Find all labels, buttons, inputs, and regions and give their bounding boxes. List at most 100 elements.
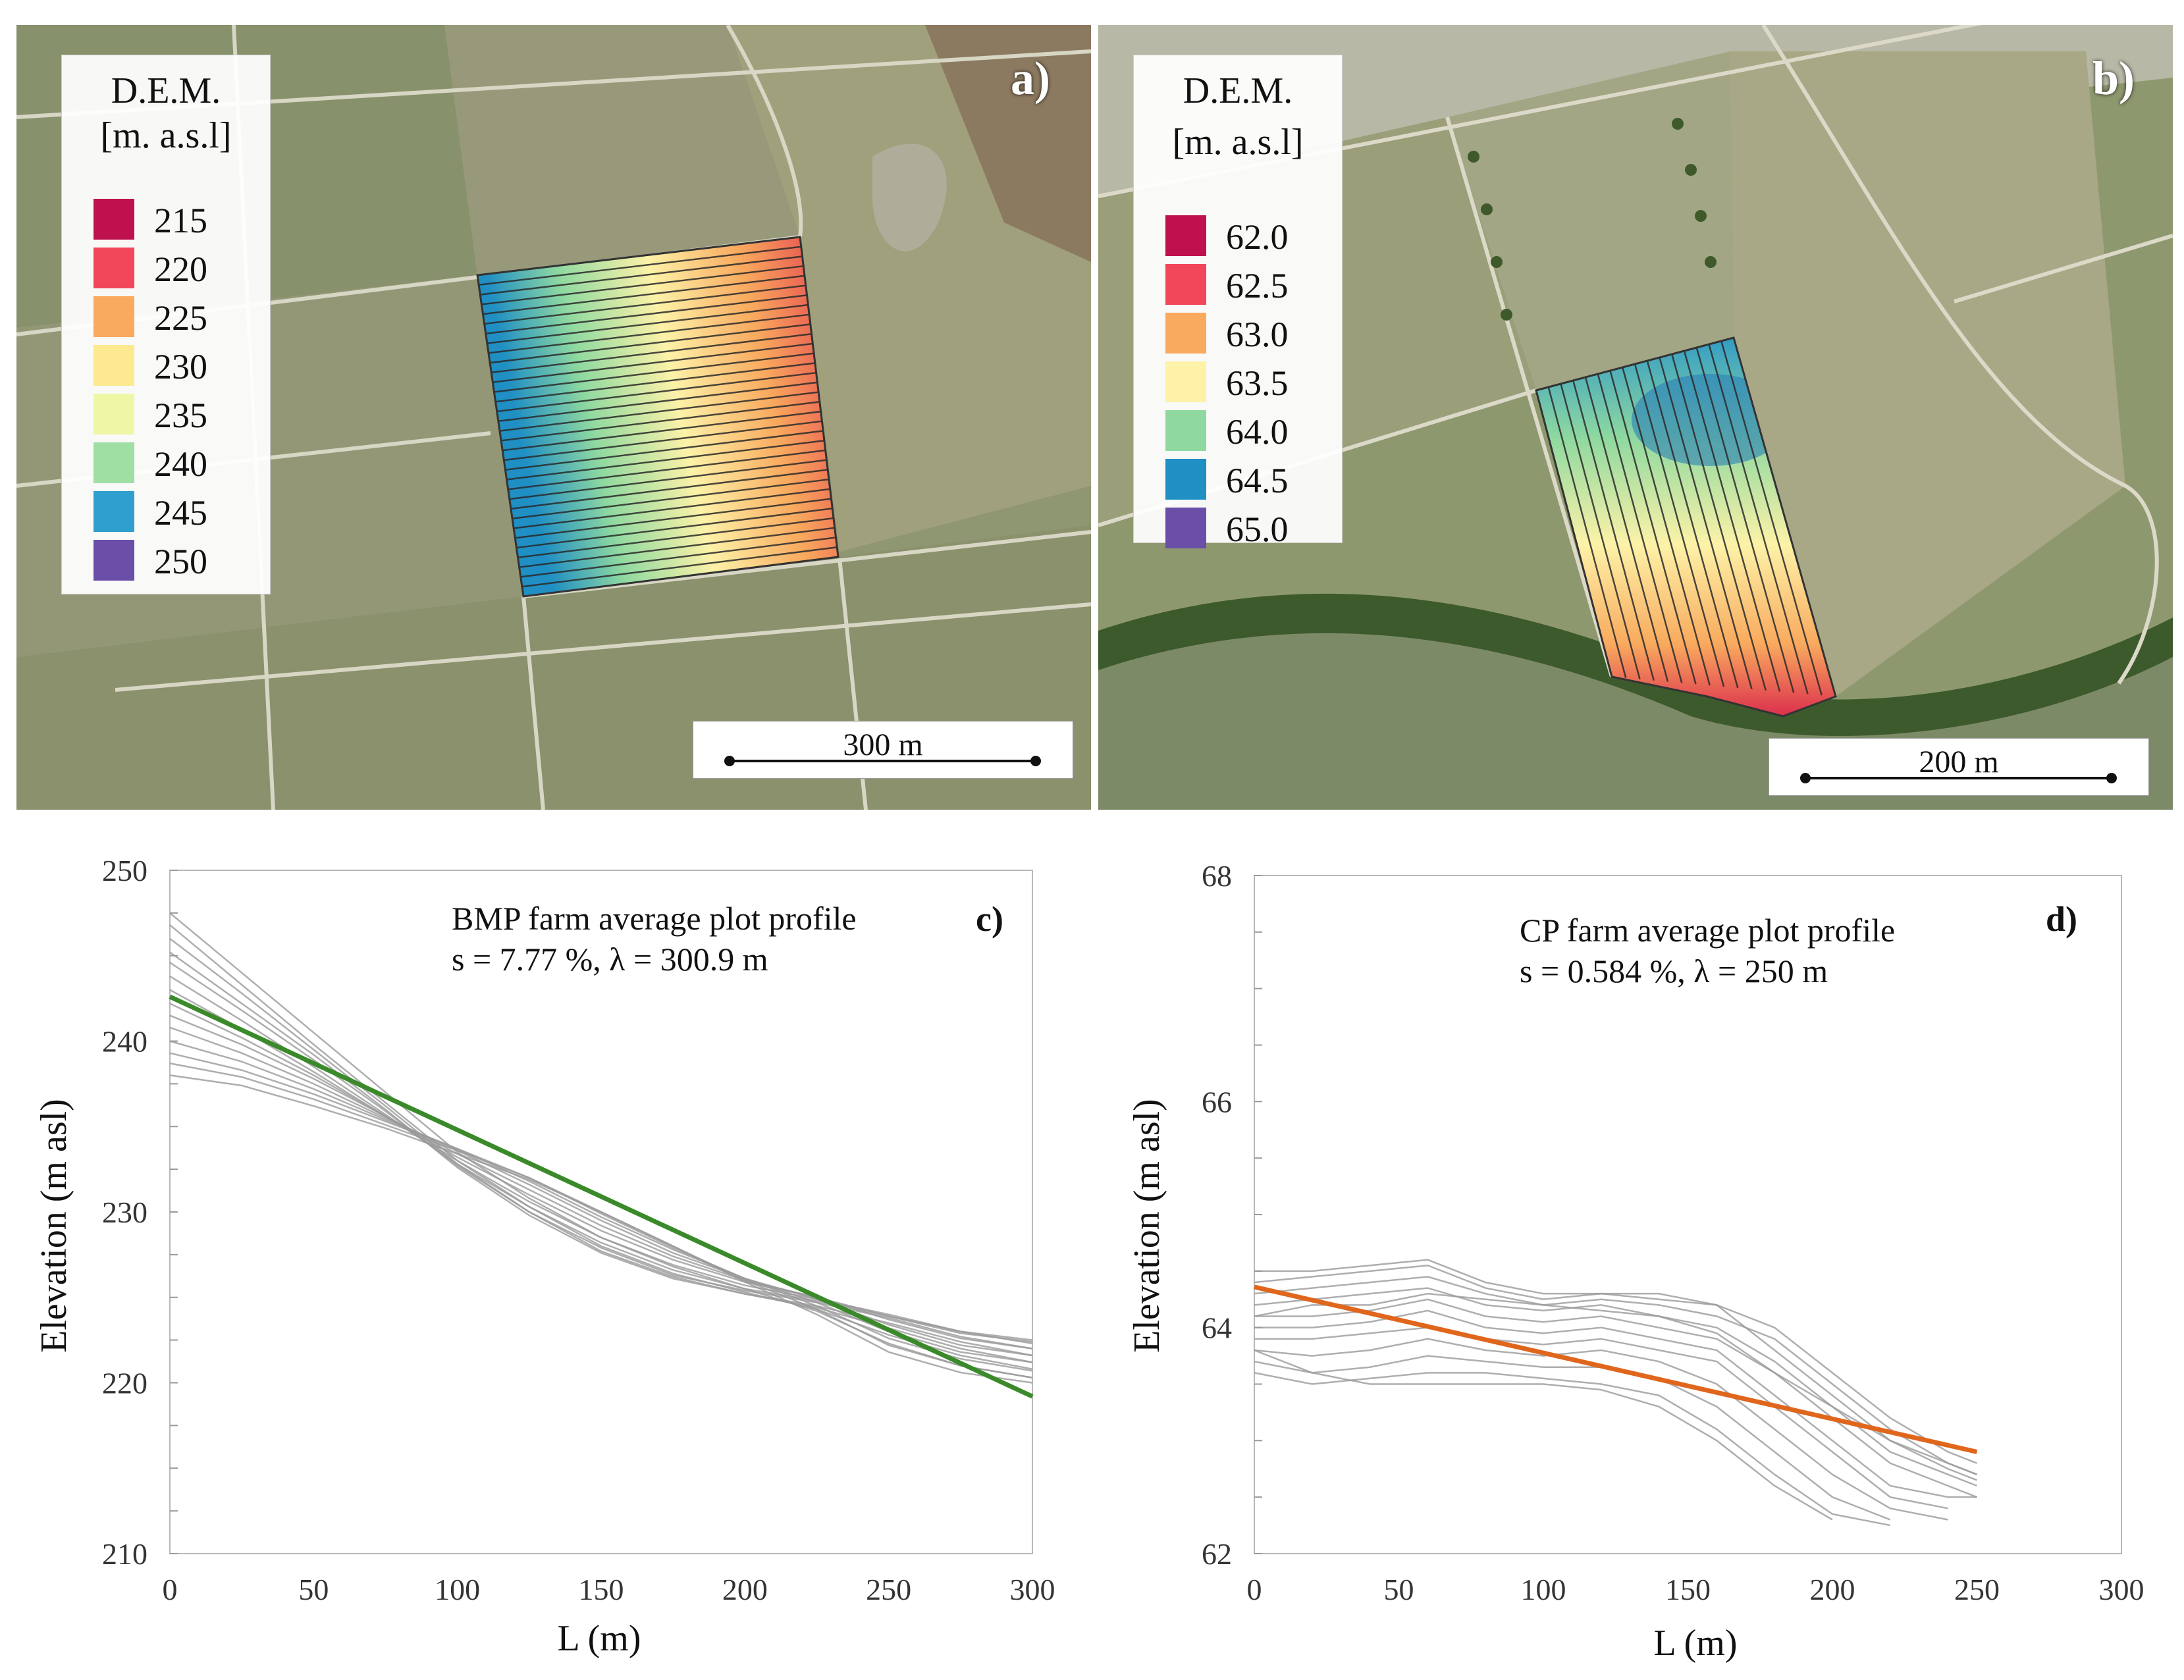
legend-label: 240: [154, 444, 207, 484]
plot-area: [1254, 875, 2122, 1554]
x-tick-label: 200: [1810, 1573, 1855, 1606]
profile-line: [169, 1026, 1033, 1357]
chart-c: 0 50 100 150 200 250 300 210 220 230 240 250 BMP fa…: [34, 854, 1055, 1659]
legend-units-b: [m. a.s.l]: [1172, 122, 1304, 163]
profile-line: [1254, 1298, 1977, 1498]
chart-c-letter: c): [976, 899, 1003, 939]
map-panel-b: D.E.M. [m. a.s.l] 62.0 62.5 63.0 63.5 64…: [1098, 25, 2173, 810]
x-tick-label: 50: [1384, 1573, 1414, 1606]
legend-label: 215: [154, 201, 207, 240]
legend-label: 65.0: [1226, 510, 1289, 549]
legend-swatch: [93, 296, 134, 337]
legend-swatch: [1165, 410, 1206, 451]
dem-legend-a: D.E.M. [m. a.s.l] 215 220 225 230 235 24…: [61, 55, 271, 594]
x-tick-label: 300: [1010, 1573, 1055, 1606]
legend-label: 245: [154, 493, 207, 533]
legend-swatch: [93, 394, 134, 434]
y-tick-label: 230: [102, 1195, 147, 1229]
profile-line: [1254, 1287, 1977, 1487]
profile-line: [1254, 1338, 1948, 1521]
scale-bar-b: 200 m: [1769, 738, 2149, 796]
legend-label: 230: [154, 347, 207, 386]
legend-label: 64.0: [1226, 412, 1289, 452]
profile-line: [169, 1052, 1033, 1372]
x-tick-label: 100: [435, 1573, 480, 1606]
legend-swatch: [1165, 264, 1206, 305]
legend-label: 62.0: [1226, 217, 1289, 257]
x-tick-label: 0: [163, 1573, 178, 1606]
legend-swatch: [1165, 313, 1206, 354]
legend-label: 62.5: [1226, 266, 1289, 305]
profile-line: [169, 989, 1033, 1341]
profile-line: [1254, 1276, 1977, 1475]
chart-c-axes: [169, 870, 1033, 1554]
profile-line: [1254, 1326, 1948, 1509]
scale-bar-a: 300 m: [693, 721, 1073, 779]
profile-line: [1254, 1309, 1977, 1498]
y-tick-label: 68: [1202, 859, 1232, 893]
y-tick-label: 220: [102, 1367, 147, 1400]
legend-swatch: [1165, 361, 1206, 402]
profile-line: [169, 924, 1033, 1370]
legend-swatch: [1165, 459, 1206, 500]
legend-label: 220: [154, 249, 207, 289]
chart-d: 0 50 100 150 200 250 300 62 64 66 68 CP farm avera…: [1127, 859, 2144, 1664]
legend-label: 225: [154, 298, 207, 338]
profile-line: [1254, 1349, 1833, 1521]
y-tick-label: 240: [102, 1025, 147, 1059]
legend-title-a: D.E.M.: [111, 70, 221, 111]
x-tick-label: 250: [866, 1573, 911, 1606]
chart-d-letter: d): [2046, 899, 2077, 939]
profile-line: [1254, 1372, 1891, 1527]
chart-c-ylabel: Elevation (m asl): [34, 1099, 74, 1353]
legend-swatch: [93, 491, 134, 532]
legend-swatch: [1165, 215, 1206, 256]
profile-line: [169, 962, 1033, 1350]
profile-line: [169, 1074, 1033, 1384]
profile-line: [1254, 1259, 1977, 1475]
chart-d-annotation-1: CP farm average plot profile: [1520, 912, 1895, 949]
legend-swatch: [93, 442, 134, 483]
legend-label: 63.5: [1226, 363, 1289, 403]
x-tick-label: 250: [1954, 1573, 2000, 1606]
legend-swatch: [93, 345, 134, 386]
profile-line: [1254, 1292, 1977, 1481]
chart-d-fit: [1254, 1284, 1978, 1454]
chart-c-fit: [169, 994, 1034, 1399]
legend-swatch: [93, 248, 134, 288]
y-tick-label: 66: [1202, 1085, 1232, 1118]
chart-d-xlabel: L (m): [1654, 1623, 1738, 1664]
scale-bar-label-a: 300 m: [843, 727, 923, 762]
legend-label: 235: [154, 396, 207, 435]
chart-c-annotation-1: BMP farm average plot profile: [452, 900, 857, 937]
legend-label: 63.0: [1226, 315, 1289, 354]
profile-line: [169, 1014, 1033, 1350]
panel-label-b: b): [2092, 52, 2135, 105]
chart-c-tick-labels: 0 50 100 150 200 250 300 210 220 230 240 250: [102, 854, 1055, 1606]
y-tick-label: 250: [102, 854, 147, 887]
x-tick-label: 100: [1521, 1573, 1566, 1606]
y-tick-label: 210: [102, 1537, 147, 1571]
legend-label: 64.5: [1226, 461, 1289, 500]
chart-d-tick-labels: 0 50 100 150 200 250 300 62 64 66 68: [1202, 859, 2144, 1606]
dem-legend-b: D.E.M. [m. a.s.l] 62.0 62.5 63.0 63.5 64…: [1133, 55, 1343, 549]
legend-swatch: [93, 199, 134, 240]
x-tick-label: 300: [2099, 1573, 2144, 1606]
legend-swatch: [93, 540, 134, 581]
scale-bar-line-b: [1800, 773, 2117, 783]
chart-c-xlabel: L (m): [558, 1618, 641, 1659]
x-tick-label: 150: [1665, 1573, 1711, 1606]
profile-line: [1254, 1355, 1891, 1521]
chart-c-annotation-2: s = 7.77 %, λ = 300.9 m: [452, 941, 768, 978]
x-tick-label: 50: [298, 1573, 329, 1606]
chart-d-annotation-2: s = 0.584 %, λ = 250 m: [1520, 953, 1828, 989]
fit-line: [1254, 1284, 1978, 1454]
profile-line: [1254, 1264, 1977, 1464]
y-tick-label: 64: [1202, 1311, 1232, 1345]
scale-bar-line-a: [724, 756, 1041, 766]
legend-swatch: [1165, 508, 1206, 548]
profile-line: [169, 1003, 1033, 1343]
profile-line: [169, 951, 1033, 1357]
map-panel-a: D.E.M. [m. a.s.l] 215 220 225 230 235 24…: [16, 25, 1091, 810]
legend-units-a: [m. a.s.l]: [100, 115, 232, 156]
